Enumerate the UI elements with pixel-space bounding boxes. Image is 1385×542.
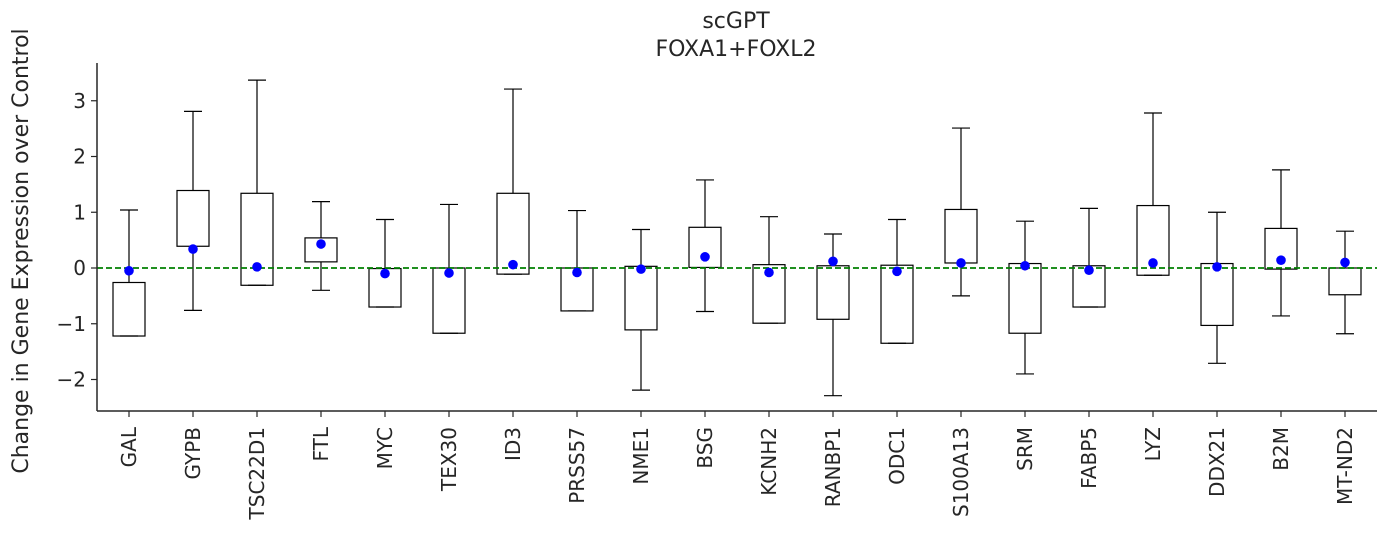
- mean-point: [508, 259, 518, 270]
- mean-point: [124, 265, 134, 276]
- x-tick-label: KCNH2: [757, 427, 781, 496]
- box: [816, 265, 850, 320]
- x-tick-label: FABP5: [1077, 427, 1101, 489]
- mean-point: [892, 266, 902, 277]
- box: [496, 192, 530, 275]
- chart-title: scGPT: [702, 9, 770, 34]
- plot-area: −2 −1 0 1 2 3 GAL GYPB TSC22D1 FTL MYC TEX30 ID3 PRSS…: [57, 79, 1377, 520]
- y-tick-label: 0: [73, 256, 86, 280]
- x-tick-label: MT-ND2: [1333, 427, 1357, 505]
- x-tick-label: RANBP1: [821, 427, 845, 507]
- box: [112, 281, 146, 337]
- y-tick-label: 1: [73, 200, 86, 224]
- box: [624, 265, 658, 331]
- box: [304, 237, 338, 263]
- mean-point: [1212, 262, 1222, 272]
- x-tick-label: TSC22D1: [245, 427, 269, 520]
- y-tick-label: 2: [73, 145, 86, 169]
- x-tick-label: FTL: [309, 426, 333, 461]
- mean-point: [252, 262, 262, 272]
- mean-point: [828, 256, 838, 267]
- x-tick-label: SRM: [1013, 427, 1037, 471]
- mean-point: [1084, 265, 1094, 276]
- x-tick-label: TEX30: [437, 427, 461, 492]
- x-tick-label: BSG: [693, 427, 717, 469]
- box: [1328, 267, 1362, 296]
- y-tick-label: −1: [57, 312, 86, 336]
- mean-point: [764, 267, 774, 278]
- mean-point: [1340, 257, 1350, 268]
- mean-point: [956, 258, 966, 268]
- box: [1136, 204, 1170, 276]
- x-tick-label: MYC: [373, 427, 397, 469]
- x-tick-label: S100A13: [949, 427, 973, 517]
- mean-point: [1020, 260, 1030, 271]
- mean-point: [188, 244, 198, 254]
- box: [944, 208, 978, 264]
- mean-point: [700, 252, 710, 262]
- mean-point: [1276, 255, 1286, 265]
- box: [1200, 262, 1234, 327]
- mean-point: [444, 268, 454, 278]
- box: [1264, 227, 1298, 270]
- x-tick-label: GYPB: [181, 427, 205, 480]
- x-tick-label: NME1: [629, 427, 653, 485]
- x-tick-label: GAL: [117, 426, 141, 467]
- chart-subtitle: FOXA1+FOXL2: [655, 37, 816, 62]
- box: [880, 264, 914, 344]
- x-tick-label: ODC1: [885, 427, 909, 485]
- box: [176, 189, 210, 247]
- box: [752, 264, 786, 324]
- x-tick-label: DDX21: [1205, 427, 1229, 497]
- mean-point: [380, 268, 390, 279]
- y-tick-label: −2: [57, 368, 86, 392]
- mean-point: [1148, 258, 1158, 268]
- x-tick-label: PRSS57: [565, 427, 589, 504]
- x-tick-label: B2M: [1269, 427, 1293, 471]
- x-tick-label: LYZ: [1141, 427, 1165, 461]
- y-axis-label: Change in Gene Expression over Control: [9, 28, 34, 473]
- box: [1008, 262, 1042, 334]
- mean-point: [636, 264, 646, 274]
- mean-point: [572, 267, 582, 278]
- mean-point: [316, 239, 326, 249]
- box: [240, 192, 274, 286]
- y-tick-label: 3: [73, 89, 86, 113]
- x-tick-label: ID3: [501, 427, 525, 461]
